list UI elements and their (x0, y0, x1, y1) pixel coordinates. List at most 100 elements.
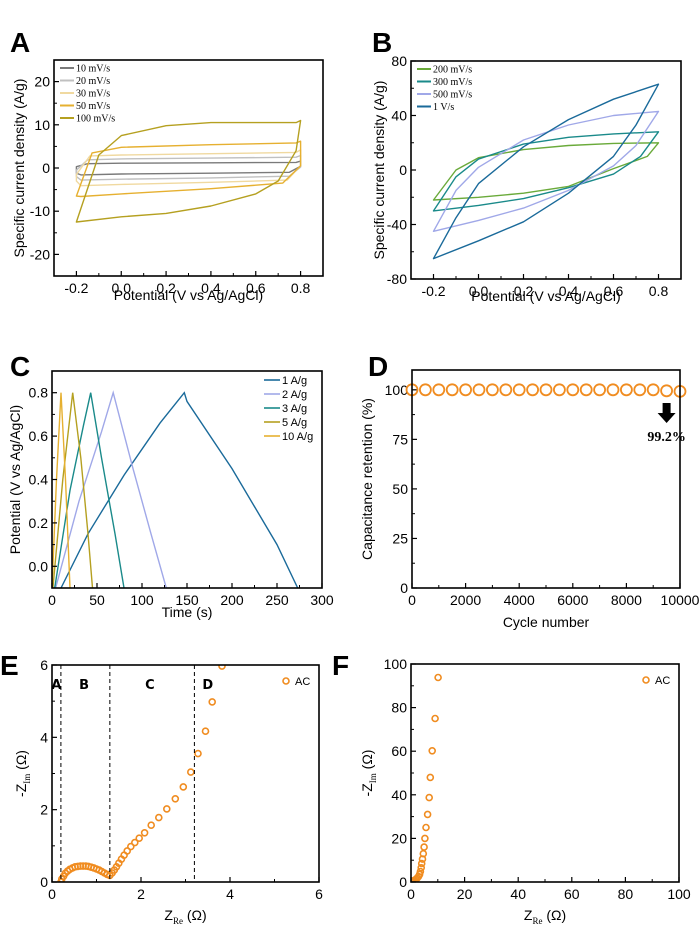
y-tick-label: 0 (399, 162, 407, 178)
panel-letter: A (10, 27, 30, 58)
plot-area (75, 119, 302, 223)
y-tick-label: 0.8 (29, 385, 49, 401)
data-point (633, 383, 647, 397)
x-axis: -0.2 0.0 0.2 0.4 0.6 0.8 (421, 274, 668, 299)
legend-label: 1 A/g (282, 375, 307, 387)
cv-curve-30-mv-s (75, 149, 302, 187)
y-tick-label: 6 (40, 657, 48, 673)
x-axis: 0 20 40 60 80 100 (407, 877, 691, 902)
x-tick-label: -0.2 (64, 280, 88, 296)
data-point (431, 714, 439, 723)
cv-curve-50-mv-s (75, 140, 302, 198)
y-tick-label: 20 (391, 830, 407, 846)
x-tick-label: 0.4 (201, 280, 221, 296)
y-tick-label: 25 (392, 530, 408, 546)
x-axis-label: ZRe (Ω) (164, 907, 206, 926)
cv-curve-1-v-s (432, 83, 660, 260)
plot-frame (53, 59, 324, 277)
x-axis-label: ZRe (Ω) (524, 907, 566, 926)
x-tick-label: -0.2 (421, 283, 445, 299)
legend-label: 1 V/s (433, 102, 454, 113)
plot-area (52, 390, 299, 588)
data-point (417, 859, 426, 868)
legend-label: 2 A/g (282, 389, 307, 401)
y-axis-label-main: -Z (13, 783, 29, 797)
x-axis: 0 2000 4000 6000 8000 10000 (408, 583, 699, 608)
x-tick-label: 10000 (661, 592, 699, 608)
y-tick-label: 80 (391, 700, 407, 716)
plot-area (432, 83, 660, 260)
x-tick-label: 250 (265, 592, 289, 608)
plot-frame (410, 60, 682, 280)
y-axis-label: Capacitance retention (%) (359, 398, 375, 560)
cv-curve-100-mv-s (75, 119, 302, 223)
gcd-curve-5-a-g (52, 392, 94, 588)
data-point (485, 383, 499, 397)
x-tick-label: 100 (667, 886, 691, 902)
data-point (660, 384, 673, 398)
x-tick-label: 2 (137, 886, 145, 902)
x-tick-label: 0.6 (604, 283, 624, 299)
y-tick-label: 0 (40, 874, 48, 890)
data-point (434, 673, 442, 682)
y-tick-label: 4 (40, 729, 48, 745)
x-axis: 0 2 4 6 (48, 877, 323, 902)
y-axis-label-sub: Im (22, 774, 32, 784)
data-point (499, 383, 513, 397)
data-point (426, 773, 435, 782)
x-tick-label: 4 (226, 886, 234, 902)
y-axis-label: Potential (V vs Ag/AgCl) (7, 405, 23, 554)
legend: AC (282, 676, 310, 688)
x-axis-label-main: Z (524, 907, 533, 923)
x-axis-label: Potential (V vs Ag/AgCl) (471, 288, 620, 304)
legend-label: 100 mV/s (76, 114, 115, 125)
y-axis-label-unit: (Ω) (13, 750, 29, 774)
x-tick-label: 0.6 (246, 280, 266, 296)
y-axis: 0 20 40 60 80 100 (384, 656, 416, 890)
x-tick-label: 0.2 (156, 280, 176, 296)
data-point (131, 838, 139, 847)
x-tick-label: 6000 (557, 592, 588, 608)
plot-frame (51, 370, 323, 589)
y-tick-label: 60 (391, 743, 407, 759)
data-point (416, 867, 425, 876)
y-tick-label: 100 (384, 656, 408, 672)
legend-label: 10 A/g (282, 431, 313, 443)
x-tick-label: 0 (48, 592, 56, 608)
legend: 1 A/g 2 A/g 3 A/g 5 A/g 10 A/g (264, 375, 313, 443)
legend-label: 30 mV/s (76, 89, 110, 100)
x-tick-label: 0.4 (559, 283, 579, 299)
panel-letter: C (10, 351, 30, 382)
data-point (566, 383, 580, 397)
data-point (432, 383, 446, 397)
data-point (620, 383, 633, 397)
plot-frame (410, 663, 680, 883)
data-point (123, 847, 131, 855)
legend-label: 3 A/g (282, 403, 307, 415)
data-point (423, 810, 432, 819)
x-tick-label: 0.8 (291, 280, 311, 296)
data-point (418, 383, 432, 397)
y-axis-label-sub: Im (368, 773, 378, 783)
y-tick-label: 75 (392, 431, 408, 447)
x-axis-label-unit: (Ω) (183, 907, 207, 923)
x-tick-label: 20 (457, 886, 473, 902)
data-point (425, 793, 434, 802)
x-tick-label: 100 (130, 592, 154, 608)
x-axis-label-main: Z (164, 907, 173, 923)
y-tick-label: 0 (399, 874, 407, 890)
y-tick-label: 0.6 (29, 428, 49, 444)
y-axis: 0.0 0.2 0.4 0.6 0.8 (29, 385, 57, 574)
region-label: D (202, 678, 213, 693)
data-point (208, 698, 216, 706)
data-point (593, 383, 606, 397)
plot-frame (411, 369, 681, 589)
panel-letter: E (0, 650, 19, 681)
y-axis-label: Specific current density (A/g) (371, 81, 387, 260)
legend-label: 50 mV/s (76, 101, 110, 112)
y-tick-label: 20 (34, 74, 50, 90)
y-axis-label: -ZIm (Ω) (359, 750, 378, 797)
